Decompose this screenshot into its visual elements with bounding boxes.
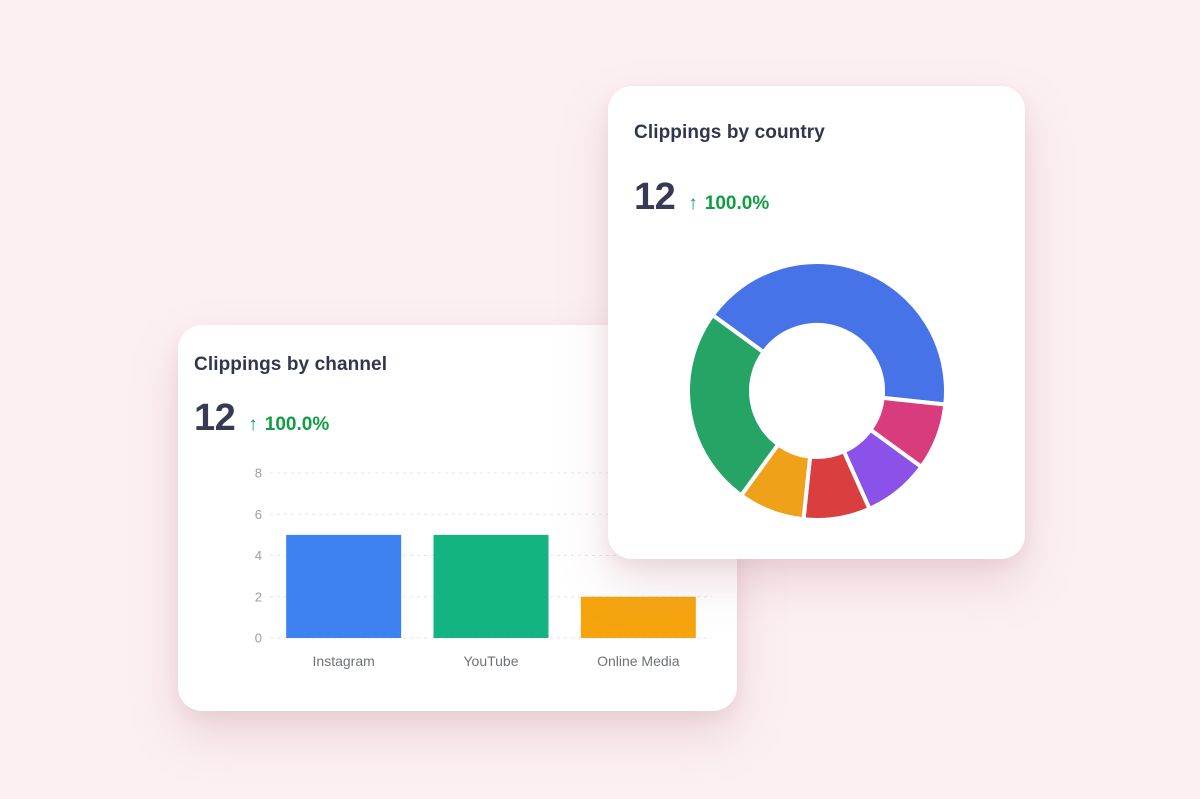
donut-slice-0[interactable]: [710, 260, 948, 407]
donut-chart: [686, 260, 948, 522]
bar-chart: 0 2 4 6 8 Instagram YouTube Online Media: [255, 466, 712, 669]
metric-value-country: 12: [634, 176, 676, 218]
donut-slice-5[interactable]: [686, 313, 781, 498]
card-title-country: Clippings by country: [634, 122, 825, 143]
arrow-up-icon: ↑: [248, 414, 258, 435]
y-axis-tick: 2: [255, 589, 262, 604]
metric-delta-channel: ↑ 100.0%: [248, 414, 329, 436]
card-clippings-by-country: Clippings by country 12 ↑ 100.0%: [608, 86, 1025, 559]
card-title-channel: Clippings by channel: [194, 354, 388, 375]
x-axis-label: Online Media: [597, 653, 680, 669]
bar-online-media[interactable]: [580, 596, 696, 638]
x-axis-label: Instagram: [313, 653, 375, 669]
y-axis-tick: 6: [255, 507, 262, 522]
delta-percent-channel: 100.0%: [264, 414, 330, 435]
metric-delta-country: ↑ 100.0%: [688, 193, 769, 215]
metric-row-channel: 12 ↑ 100.0%: [194, 399, 329, 437]
y-axis-tick: 0: [255, 631, 262, 646]
metric-row-country: 12 ↑ 100.0%: [634, 178, 769, 216]
x-axis-label: YouTube: [463, 653, 518, 669]
y-axis-tick: 4: [255, 548, 262, 563]
delta-percent-country: 100.0%: [704, 193, 770, 214]
bar-youtube[interactable]: [433, 534, 549, 638]
bar-instagram[interactable]: [286, 534, 402, 638]
metric-value-channel: 12: [194, 397, 236, 439]
arrow-up-icon: ↑: [688, 193, 698, 214]
y-axis-tick: 8: [255, 466, 262, 481]
